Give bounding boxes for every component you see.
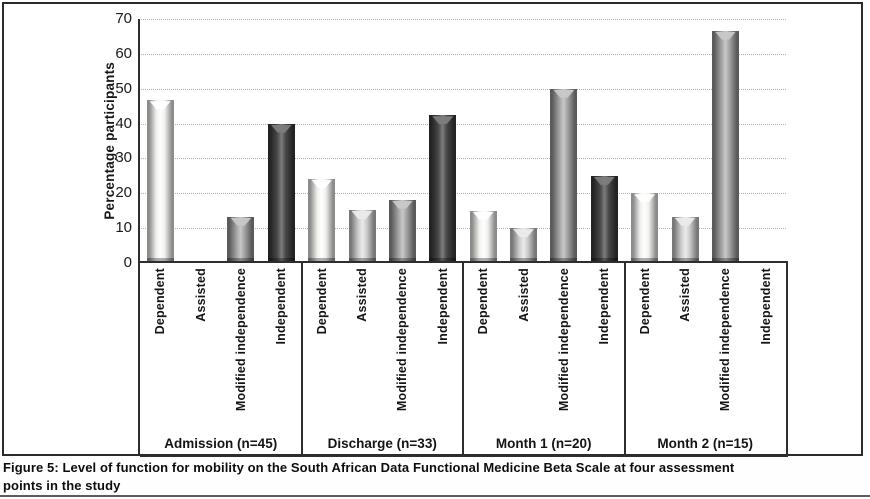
category-label-discharge-n-33-modified-independence: Modified independence [391,268,413,430]
bar-discharge-n-33-modified-independence [388,199,416,264]
category-label-month-1-n-20-modified-independence: Modified independence [553,268,575,430]
category-label-text: Assisted [193,268,208,322]
y-tick-label-20: 20 [115,184,132,202]
gridline-60 [141,53,786,55]
bar-month-2-n-15-assisted [671,216,699,264]
bar-month-1-n-20-modified-independence [550,88,578,264]
category-label-discharge-n-33-dependent: Dependent [311,268,333,430]
category-label-text: Modified independence [718,268,733,412]
category-label-text: Independent [597,268,612,345]
figure-caption: Figure 5: Level of function for mobility… [3,459,867,495]
category-label-text: Dependent [153,268,168,335]
category-axis-area: Dependent Assisted Modified independence In… [140,263,788,457]
category-label-text: Assisted [516,268,531,322]
bar-discharge-n-33-dependent [308,178,336,264]
category-label-discharge-n-33-assisted: Assisted [351,268,373,430]
y-tick-label-0: 0 [123,254,132,271]
category-label-month-2-n-15-assisted: Assisted [674,268,696,430]
category-label-admission-n-45-dependent: Dependent [149,268,171,430]
gridline-50 [141,88,786,90]
y-tick-label-10: 10 [115,219,132,237]
category-label-text: Assisted [355,268,370,322]
bottom-divider [0,495,870,497]
group-separator-2 [462,263,464,455]
plot-area [140,19,786,264]
gridline-40 [141,123,786,125]
category-label-month-1-n-20-assisted: Assisted [513,268,535,430]
y-tick-label-40: 40 [115,114,132,132]
category-label-text: Independent [758,268,773,345]
bar-discharge-n-33-independent [429,115,457,263]
x-axis-line [138,261,788,263]
category-label-month-2-n-15-dependent: Dependent [634,268,656,430]
bar-month-1-n-20-independent [590,175,618,264]
gridline-20 [141,193,786,195]
category-label-text: Assisted [678,268,693,322]
bar-admission-n-45-dependent [146,100,174,263]
category-label-text: Independent [274,268,289,345]
bar-admission-n-45-independent [267,123,295,264]
gridline-70 [141,19,786,20]
group-separator-1 [300,263,303,455]
category-label-admission-n-45-assisted: Assisted [190,268,212,430]
group-label-admission-n-45: Admission (n=45) [164,436,278,451]
category-label-admission-n-45-independent: Independent [270,268,292,430]
bar-month-2-n-15-dependent [631,193,659,263]
category-label-text: Independent [435,268,450,345]
category-label-month-1-n-20-independent: Independent [593,268,615,430]
category-label-month-1-n-20-dependent: Dependent [472,268,494,430]
y-tick-label-60: 60 [115,44,132,62]
category-label-text: Dependent [314,268,329,335]
y-tick-label-30: 30 [115,149,132,167]
category-label-discharge-n-33-independent: Independent [432,268,454,430]
gridline-10 [141,228,786,230]
category-label-admission-n-45-modified-independence: Modified independence [230,268,252,430]
category-label-month-2-n-15-modified-independence: Modified independence [714,268,736,430]
y-tick-label-70: 70 [115,10,132,27]
category-label-month-2-n-15-independent: Independent [755,268,777,430]
caption-line-1: Figure 5: Level of function for mobility… [3,460,735,475]
group-label-month-2-n-15: Month 2 (n=15) [657,436,754,451]
y-axis-tick-labels: 0 10 20 30 40 50 60 70 [4,10,132,271]
gridline-30 [141,158,786,160]
category-label-text: Dependent [476,268,491,335]
bar-admission-n-45-modified-independence [227,216,255,264]
chart-frame: Percentage participants 0 10 20 30 40 50 60 70 … [2,2,863,457]
group-label-month-1-n-20: Month 1 (n=20) [495,436,592,451]
bar-month-1-n-20-assisted [510,228,538,263]
bar-discharge-n-33-assisted [348,210,376,263]
group-separator-3 [623,263,626,455]
bar-month-1-n-20-dependent [469,210,497,264]
category-label-text: Dependent [637,268,652,335]
category-label-text: Modified independence [233,268,248,412]
y-tick-label-50: 50 [115,79,132,97]
group-label-discharge-n-33: Discharge (n=33) [327,436,437,451]
category-label-text: Modified independence [556,268,571,412]
bar-month-2-n-15-modified-independence [711,30,739,264]
caption-line-2: points in the study [3,478,121,493]
category-label-text: Modified independence [395,268,410,412]
y-axis-line [138,19,140,455]
